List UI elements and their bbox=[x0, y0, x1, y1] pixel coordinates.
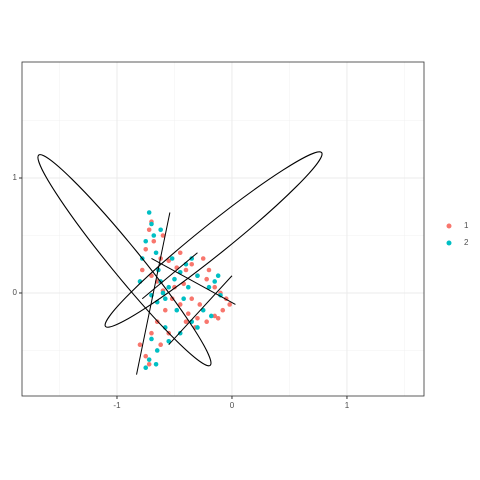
panel bbox=[22, 62, 424, 396]
y-tick-label: 0 bbox=[13, 288, 18, 297]
legend-label: 2 bbox=[464, 238, 469, 247]
point bbox=[154, 348, 160, 353]
point bbox=[174, 265, 180, 270]
point bbox=[158, 342, 163, 348]
ellipse bbox=[37, 154, 212, 367]
point bbox=[172, 276, 177, 282]
segment bbox=[168, 275, 233, 346]
point bbox=[160, 233, 166, 238]
point bbox=[185, 311, 191, 316]
point bbox=[195, 273, 200, 279]
point bbox=[153, 361, 159, 367]
point bbox=[204, 319, 209, 325]
ellipse bbox=[104, 151, 323, 328]
legend-label: 1 bbox=[464, 221, 469, 230]
point bbox=[177, 250, 183, 256]
point bbox=[151, 233, 157, 238]
point bbox=[139, 267, 145, 273]
point bbox=[169, 296, 175, 302]
point bbox=[143, 365, 149, 371]
point bbox=[166, 258, 172, 264]
y-tick-label: 1 bbox=[13, 173, 18, 182]
point bbox=[212, 313, 218, 319]
point bbox=[206, 284, 212, 290]
point bbox=[197, 302, 203, 307]
point bbox=[189, 261, 195, 267]
point bbox=[181, 296, 186, 302]
point bbox=[149, 221, 154, 227]
point bbox=[177, 302, 183, 307]
point bbox=[153, 250, 159, 256]
point bbox=[162, 307, 168, 313]
point bbox=[162, 296, 168, 302]
point bbox=[169, 256, 175, 261]
point bbox=[172, 284, 177, 290]
segment bbox=[151, 258, 236, 305]
point bbox=[149, 336, 154, 342]
point bbox=[215, 315, 221, 321]
x-tick-label: 0 bbox=[230, 401, 235, 410]
point bbox=[212, 279, 218, 284]
point bbox=[195, 315, 200, 321]
point bbox=[220, 307, 226, 313]
point bbox=[212, 284, 218, 290]
point bbox=[158, 227, 163, 233]
point bbox=[189, 296, 195, 302]
point bbox=[146, 210, 152, 215]
point bbox=[143, 353, 149, 359]
point bbox=[146, 357, 152, 362]
segment bbox=[141, 252, 198, 300]
point bbox=[206, 267, 212, 273]
point bbox=[146, 361, 152, 367]
point bbox=[151, 238, 157, 244]
segment bbox=[136, 212, 171, 375]
point bbox=[183, 267, 189, 273]
point bbox=[143, 246, 149, 252]
point bbox=[208, 313, 214, 319]
point bbox=[195, 325, 200, 330]
point bbox=[137, 342, 143, 348]
point bbox=[174, 307, 180, 313]
panel-border bbox=[21, 61, 425, 397]
legend-key bbox=[446, 223, 452, 229]
point bbox=[183, 319, 189, 325]
point bbox=[166, 338, 172, 344]
point bbox=[149, 273, 154, 279]
point bbox=[166, 284, 172, 290]
x-tick-label: 1 bbox=[345, 401, 350, 410]
point bbox=[204, 276, 209, 282]
point bbox=[177, 330, 183, 336]
point bbox=[189, 256, 195, 261]
point bbox=[146, 227, 152, 233]
point bbox=[149, 330, 154, 336]
x-tick-label: -1 bbox=[113, 401, 121, 410]
point bbox=[143, 238, 149, 244]
point bbox=[185, 284, 191, 290]
point bbox=[215, 273, 221, 279]
legend-key bbox=[446, 240, 452, 246]
point bbox=[200, 256, 206, 261]
point bbox=[227, 302, 232, 307]
point bbox=[160, 290, 166, 296]
